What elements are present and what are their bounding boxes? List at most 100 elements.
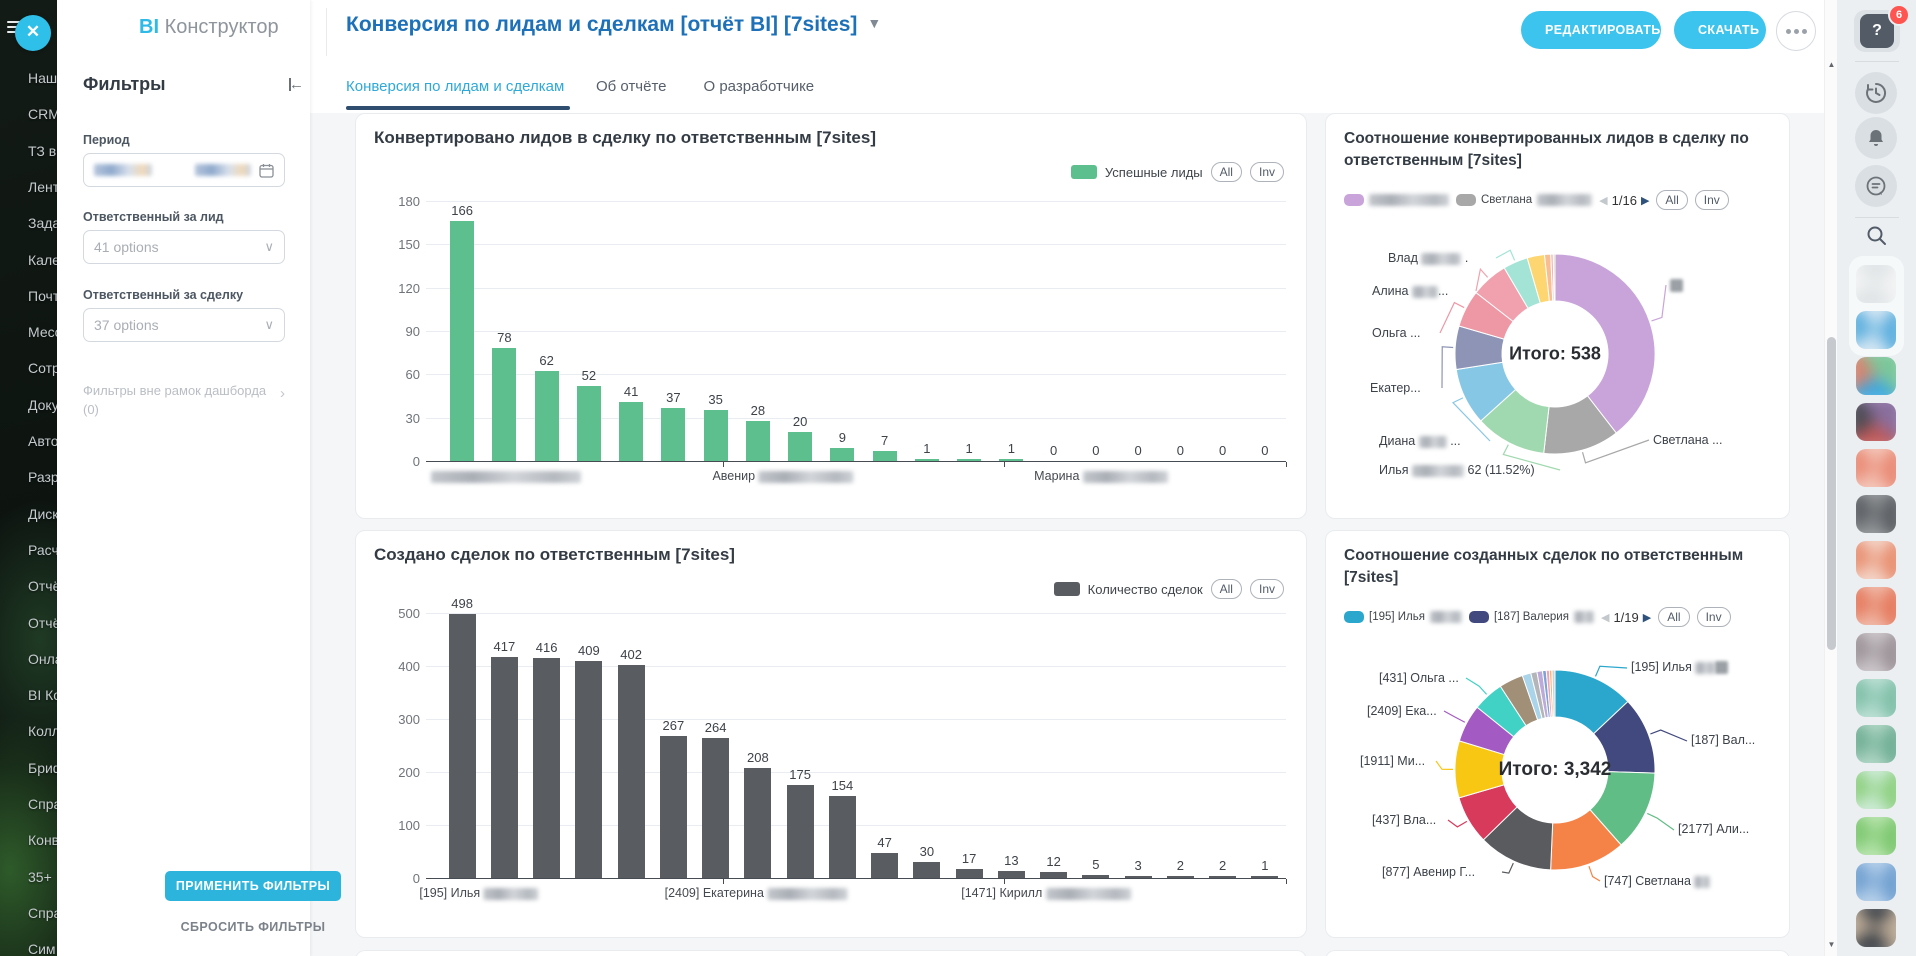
avatar[interactable] <box>1856 541 1896 579</box>
deal-responsible-select[interactable]: 37 options ∨ <box>83 308 285 342</box>
all-toggle[interactable]: All <box>1210 579 1242 599</box>
pager-next-icon[interactable]: ▶ <box>1642 611 1652 624</box>
sidebar-item[interactable]: 35+ <box>28 868 52 885</box>
all-toggle[interactable]: All <box>1656 190 1688 210</box>
download-button[interactable]: СКАЧАТЬ <box>1674 11 1766 49</box>
avatar[interactable] <box>1856 403 1896 441</box>
close-slider-button[interactable]: ✕ <box>15 15 51 51</box>
bar[interactable] <box>871 853 899 878</box>
inv-toggle[interactable]: Inv <box>1696 607 1731 627</box>
sidebar-item[interactable]: Авто <box>28 433 57 449</box>
avatar[interactable] <box>1856 265 1896 303</box>
scroll-up-arrow[interactable]: ▲ <box>1827 60 1836 69</box>
pager-prev-icon[interactable]: ◀ <box>1599 194 1608 207</box>
sidebar-item[interactable]: Лент <box>28 178 57 195</box>
sidebar-item[interactable]: ТЗ в <box>28 142 57 159</box>
notifications-button[interactable] <box>1855 117 1897 159</box>
bar[interactable] <box>703 410 728 461</box>
avatar[interactable] <box>1856 495 1896 533</box>
avatar[interactable] <box>1856 633 1896 671</box>
main-scrollbar[interactable]: ▲ ▼ <box>1824 0 1838 956</box>
bar[interactable] <box>1166 876 1194 878</box>
avatar[interactable] <box>1856 863 1896 901</box>
bar[interactable] <box>1124 876 1152 878</box>
avatar[interactable] <box>1856 909 1896 947</box>
sidebar-item[interactable]: Доку <box>28 396 57 413</box>
bar[interactable] <box>914 459 939 461</box>
sidebar-item[interactable]: Расч <box>28 541 57 558</box>
inv-toggle[interactable]: Inv <box>1249 579 1284 599</box>
messenger-button[interactable] <box>1855 165 1897 207</box>
bar[interactable] <box>957 459 982 461</box>
more-actions-button[interactable] <box>1776 11 1816 51</box>
bar[interactable] <box>619 401 644 461</box>
sidebar-item[interactable]: Кале <box>28 251 57 268</box>
sidebar-item[interactable]: Отчё <box>28 578 57 595</box>
bar[interactable] <box>1251 876 1279 878</box>
sidebar-item[interactable]: Месс <box>28 324 57 341</box>
pager-next-icon[interactable]: ▶ <box>1640 194 1650 207</box>
tab-0[interactable]: Конверсия по лидам и сделкам <box>346 78 565 95</box>
tab-2[interactable]: О разработчике <box>703 78 815 95</box>
bar[interactable] <box>1040 871 1068 878</box>
bar[interactable] <box>576 385 601 461</box>
sidebar-item[interactable]: Почт <box>28 287 57 304</box>
outer-filters-link[interactable]: Фильтры вне рамок дашборда (0) › <box>83 383 285 417</box>
bar[interactable] <box>448 614 476 878</box>
sidebar-item[interactable]: Спра <box>28 796 57 812</box>
avatar[interactable] <box>1856 725 1896 763</box>
scrollbar-thumb[interactable] <box>1827 337 1836 650</box>
sidebar-item[interactable]: Зада <box>28 215 57 232</box>
bar[interactable] <box>999 459 1024 461</box>
period-input[interactable] <box>83 153 285 187</box>
bar[interactable] <box>450 221 475 461</box>
scroll-down-arrow[interactable]: ▼ <box>1827 940 1836 949</box>
bar[interactable] <box>617 664 645 878</box>
bar[interactable] <box>534 371 559 461</box>
edit-button[interactable]: РЕДАКТИРОВАТЬ <box>1521 11 1661 49</box>
sidebar-item[interactable]: Сотр <box>28 360 57 377</box>
inv-toggle[interactable]: Inv <box>1694 190 1729 210</box>
bar[interactable] <box>955 868 983 878</box>
bar[interactable] <box>659 736 687 878</box>
bar[interactable] <box>492 348 517 461</box>
all-toggle[interactable]: All <box>1210 162 1242 182</box>
avatar[interactable] <box>1856 311 1896 349</box>
apply-filters-button[interactable]: ПРИМЕНИТЬ ФИЛЬТРЫ <box>165 871 341 901</box>
bar[interactable] <box>788 432 813 461</box>
legend-item[interactable]: [195] Илья <box>1344 611 1462 623</box>
sidebar-item[interactable]: Сим <box>28 941 56 956</box>
bar[interactable] <box>997 871 1025 878</box>
lead-responsible-select[interactable]: 41 options ∨ <box>83 230 285 264</box>
sidebar-item[interactable]: Онла <box>28 650 57 667</box>
sidebar-item[interactable]: Спра <box>28 904 57 921</box>
sidebar-item[interactable]: Отчё <box>28 614 57 631</box>
legend-item[interactable] <box>1344 194 1449 206</box>
bar[interactable] <box>1082 875 1110 878</box>
pager-prev-icon[interactable]: ◀ <box>1600 611 1610 624</box>
sidebar-item[interactable]: Наш <box>28 70 57 86</box>
search-button[interactable] <box>1865 224 1889 253</box>
sidebar-item[interactable]: Конв <box>28 832 57 849</box>
history-button[interactable] <box>1855 72 1897 114</box>
avatar[interactable] <box>1856 449 1896 487</box>
reset-filters-button[interactable]: СБРОСИТЬ ФИЛЬТРЫ <box>180 920 326 934</box>
bar[interactable] <box>872 450 897 461</box>
bar[interactable] <box>913 862 941 878</box>
sidebar-item[interactable]: Разр <box>28 469 57 486</box>
donut-slice[interactable] <box>1552 253 1556 302</box>
legend-item[interactable]: Светлана <box>1456 194 1593 206</box>
sidebar-item[interactable]: BI Ко <box>28 687 57 704</box>
bar[interactable] <box>575 661 603 878</box>
inv-toggle[interactable]: Inv <box>1249 162 1284 182</box>
bar[interactable] <box>830 448 855 461</box>
bar[interactable] <box>661 407 686 461</box>
bar[interactable] <box>490 656 518 878</box>
help-button-wrap[interactable]: ? 6 <box>1854 4 1910 52</box>
sidebar-item[interactable]: CRM <box>28 106 57 123</box>
page-title[interactable]: Конверсия по лидам и сделкам [отчёт BI] … <box>346 13 881 37</box>
tab-1[interactable]: Об отчёте <box>596 78 667 95</box>
bar[interactable] <box>1209 876 1237 878</box>
bar[interactable] <box>702 738 730 878</box>
bar[interactable] <box>533 657 561 878</box>
